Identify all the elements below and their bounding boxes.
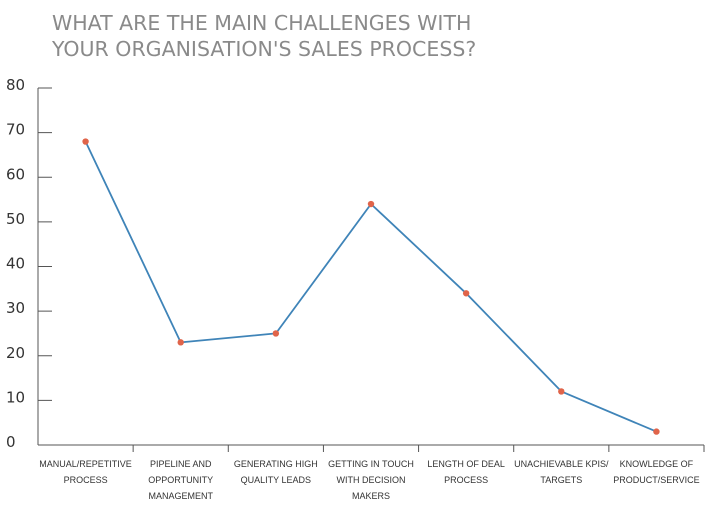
y-tick-label: 50 [6,210,25,228]
x-category-label: GETTING IN TOUCH WITH DECISION MAKERS [328,459,414,501]
x-axis: MANUAL/REPETITIVE PROCESS PIPELINE AND OPPO… [38,444,705,501]
chart-title-line-1: WHAT ARE THE MAIN CHALLENGES WITH [52,11,472,35]
data-point [462,290,470,297]
x-category-label: LENGTH OF DEAL PROCESS [427,459,505,485]
data-point [177,339,184,346]
y-tick-label: 60 [6,165,25,183]
x-category-label: PIPELINE AND OPPORTUNITY MANAGEMENT [148,459,213,501]
y-tick-label: 70 [6,121,25,139]
x-category-label: KNOWLEDGE OF PRODUCT/SERVICE [613,459,699,485]
y-tick-label: 40 [6,255,25,273]
x-category-label: MANUAL/REPETITIVE PROCESS [39,459,132,485]
data-point [558,388,565,395]
chart-title-line-2: YOUR ORGANISATION'S SALES PROCESS? [52,37,477,61]
y-tick-label: 80 [6,76,25,94]
data-point [82,138,89,145]
data-point [272,330,280,337]
series-group [82,138,660,435]
y-tick-label: 30 [6,299,25,317]
data-point [367,200,375,208]
y-axis: 0 10 20 30 40 50 60 70 80 [6,76,52,451]
chart-title: WHAT ARE THE MAIN CHALLENGES WITH YOUR O… [52,10,692,62]
data-point [653,428,660,435]
y-tick-label: 10 [6,388,25,406]
x-category-label: GENERATING HIGH QUALITY LEADS [234,459,318,485]
series-line [84,141,657,433]
x-category-label: UNACHIEVABLE KPIS/TARGETS [514,459,609,485]
y-tick-label: 20 [6,344,25,362]
y-tick-label: 0 [6,433,16,451]
